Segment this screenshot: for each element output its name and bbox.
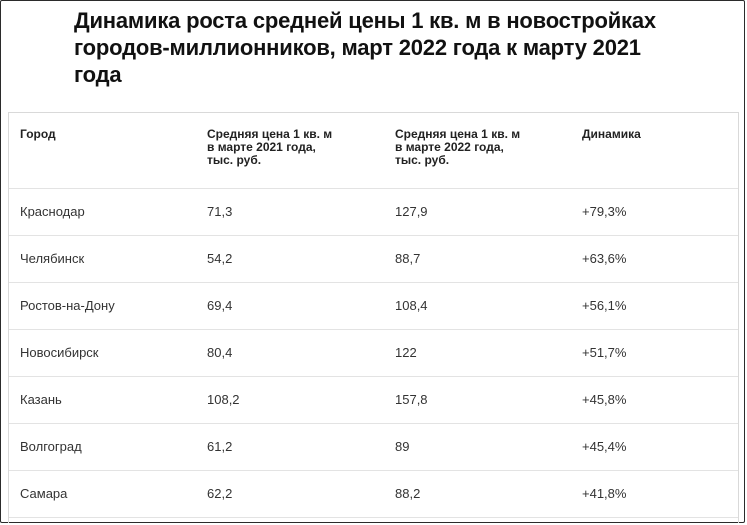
table-row: Новосибирск 80,4 122 +51,7% (9, 330, 738, 377)
cell-dynamics: +63,6% (582, 251, 627, 266)
cell-price-2021: 71,3 (207, 204, 233, 219)
table-row: Самара 62,2 88,2 +41,8% (9, 471, 738, 518)
cell-city: Краснодар (20, 204, 85, 219)
header-price-2021: Средняя цена 1 кв. м в марте 2021 года, … (207, 127, 333, 167)
cell-price-2022: 127,9 (395, 204, 428, 219)
cell-city: Волгоград (20, 439, 82, 454)
cell-dynamics: +56,1% (582, 298, 627, 313)
price-table: Город Средняя цена 1 кв. м в марте 2021 … (8, 112, 739, 523)
cell-price-2022: 88,2 (395, 486, 421, 501)
cell-city: Челябинск (20, 251, 85, 266)
cell-price-2022: 122 (395, 345, 417, 360)
header-dynamics: Динамика (582, 127, 641, 141)
header-city: Город (20, 127, 56, 141)
table-header-row: Город Средняя цена 1 кв. м в марте 2021 … (9, 113, 738, 189)
cell-price-2022: 89 (395, 439, 410, 454)
table-row: Ростов-на-Дону 69,4 108,4 +56,1% (9, 283, 738, 330)
cell-price-2022: 88,7 (395, 251, 421, 266)
cell-price-2021: 61,2 (207, 439, 233, 454)
header-price-2022: Средняя цена 1 кв. м в марте 2022 года, … (395, 127, 521, 167)
page-title: Динамика роста средней цены 1 кв. м в но… (74, 8, 656, 87)
table-row: Краснодар 71,3 127,9 +79,3% (9, 189, 738, 236)
cell-price-2021: 69,4 (207, 298, 233, 313)
cell-city: Ростов-на-Дону (20, 298, 115, 313)
cell-dynamics: +45,8% (582, 392, 627, 407)
cell-price-2021: 80,4 (207, 345, 233, 360)
cell-dynamics: +79,3% (582, 204, 627, 219)
cell-city: Новосибирск (20, 345, 99, 360)
cell-dynamics: +51,7% (582, 345, 627, 360)
cell-price-2022: 157,8 (395, 392, 428, 407)
cell-city: Самара (20, 486, 68, 501)
table-row: Казань 108,2 157,8 +45,8% (9, 377, 738, 424)
cell-city: Казань (20, 392, 62, 407)
cell-price-2021: 62,2 (207, 486, 233, 501)
table-row: Челябинск 54,2 88,7 +63,6% (9, 236, 738, 283)
table-row: Волгоград 61,2 89 +45,4% (9, 424, 738, 471)
cell-dynamics: +45,4% (582, 439, 627, 454)
cell-dynamics: +41,8% (582, 486, 627, 501)
cell-price-2021: 54,2 (207, 251, 233, 266)
cell-price-2021: 108,2 (207, 392, 240, 407)
cell-price-2022: 108,4 (395, 298, 428, 313)
